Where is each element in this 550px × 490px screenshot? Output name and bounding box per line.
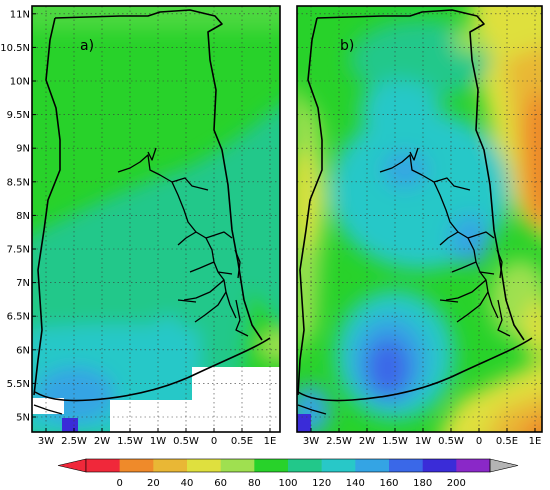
longitude-tick-label: 0.5W bbox=[438, 436, 464, 447]
longitude-tick-label: 2.5W bbox=[326, 436, 352, 447]
colorbar-tick-label: 140 bbox=[346, 478, 365, 489]
panel-a-masked-region bbox=[110, 367, 280, 432]
latitude-tick-label: 9.5N bbox=[7, 110, 30, 121]
panel-b: b) 3W 2.5W 2W 1.5W 1W 0.5W 0 0.5E 1E bbox=[296, 5, 543, 447]
longitude-tick-label: 3W bbox=[38, 436, 54, 447]
panel-b-gridlines bbox=[297, 6, 542, 432]
colorbar-tick-label: 180 bbox=[413, 478, 432, 489]
panel-b-frame bbox=[296, 5, 543, 433]
colorbar-tick-label: 40 bbox=[181, 478, 194, 489]
colorbar-segment bbox=[321, 459, 356, 472]
panel-a-longitude-ticks: 3W 2.5W 2W 1.5W 1W 0.5W 0 0.5E 1E bbox=[38, 428, 276, 447]
longitude-tick-label: 1.5W bbox=[117, 436, 143, 447]
longitude-tick-label: 0.5E bbox=[496, 436, 518, 447]
colorbar-tick-label: 80 bbox=[248, 478, 261, 489]
colorbar-tick-label: 60 bbox=[214, 478, 227, 489]
colorbar-over-arrow bbox=[489, 458, 519, 473]
longitude-tick-label: 2.5W bbox=[61, 436, 87, 447]
colorbar-outline bbox=[85, 458, 491, 473]
colorbar-tick-label: 0 bbox=[116, 478, 122, 489]
colorbar-under-arrow bbox=[57, 458, 87, 473]
latitude-tick-label: 5.5N bbox=[7, 379, 30, 390]
colorbar-tick-label: 120 bbox=[312, 478, 331, 489]
latitude-tick-label: 8N bbox=[16, 211, 30, 222]
colorbar-segment bbox=[86, 459, 120, 472]
longitude-tick-label: 0.5W bbox=[173, 436, 199, 447]
colorbar-segment bbox=[220, 459, 255, 472]
panel-a-label: a) bbox=[80, 38, 94, 54]
panel-b-deep-purple-cell bbox=[297, 414, 311, 432]
latitude-tick-label: 9N bbox=[16, 144, 30, 155]
colorbar-segment bbox=[187, 459, 221, 472]
latitude-tick-label: 10N bbox=[10, 77, 30, 88]
latitude-tick-label: 5N bbox=[16, 413, 30, 424]
longitude-tick-label: 0 bbox=[476, 436, 482, 447]
longitude-tick-label: 2W bbox=[359, 436, 375, 447]
latitude-tick-label: 10.5N bbox=[0, 43, 30, 54]
colorbar: 0 20 40 60 80 100 120 140 160 180 200 bbox=[57, 458, 519, 489]
colorbar-segment bbox=[456, 459, 491, 472]
colorbar-segment bbox=[288, 459, 322, 472]
colorbar-segment bbox=[355, 459, 390, 472]
longitude-tick-label: 1W bbox=[415, 436, 431, 447]
latitude-tick-label: 11N bbox=[10, 9, 30, 20]
longitude-tick-label: 1W bbox=[150, 436, 166, 447]
longitude-tick-label: 2W bbox=[94, 436, 110, 447]
panel-a-lake-volta bbox=[117, 147, 249, 337]
colorbar-tick-label: 200 bbox=[447, 478, 466, 489]
colorbar-tick-label: 20 bbox=[147, 478, 160, 489]
panel-a-frame bbox=[31, 5, 281, 433]
colorbar-segment bbox=[422, 459, 457, 472]
panel-a-latitude-ticks: 5N 5.5N 6N 6.5N 7N 7.5N 8N 8.5N 9N 9.5N 10N 10.5N 11… bbox=[0, 9, 36, 424]
latitude-tick-label: 6.5N bbox=[7, 312, 30, 323]
latitude-tick-label: 7.5N bbox=[7, 245, 30, 256]
colorbar-segment bbox=[254, 459, 289, 472]
colorbar-segment bbox=[119, 459, 154, 472]
longitude-tick-label: 0.5E bbox=[231, 436, 253, 447]
panel-b-label: b) bbox=[340, 38, 354, 54]
longitude-tick-label: 0 bbox=[211, 436, 217, 447]
panel-b-longitude-ticks: 3W 2.5W 2W 1.5W 1W 0.5W 0 0.5E 1E bbox=[303, 428, 541, 447]
longitude-tick-label: 3W bbox=[303, 436, 319, 447]
panel-b-coast-detail bbox=[297, 404, 327, 415]
longitude-tick-label: 1E bbox=[264, 436, 277, 447]
panel-b-lake-volta bbox=[379, 147, 511, 337]
latitude-tick-label: 8.5N bbox=[7, 177, 30, 188]
longitude-tick-label: 1E bbox=[529, 436, 542, 447]
panel-a-coast-detail bbox=[33, 404, 63, 415]
panel-a: a) 5N 5.5N 6N 6.5N 7N 7.5N 8N 8.5N 9N 9.5N 10N 10.5… bbox=[0, 5, 281, 447]
colorbar-tick-label: 100 bbox=[278, 478, 297, 489]
longitude-tick-label: 1.5W bbox=[382, 436, 408, 447]
latitude-tick-label: 6N bbox=[16, 345, 30, 356]
colorbar-segment bbox=[389, 459, 423, 472]
latitude-tick-label: 7N bbox=[16, 278, 30, 289]
colorbar-tick-label: 160 bbox=[379, 478, 398, 489]
colorbar-segment bbox=[153, 459, 188, 472]
